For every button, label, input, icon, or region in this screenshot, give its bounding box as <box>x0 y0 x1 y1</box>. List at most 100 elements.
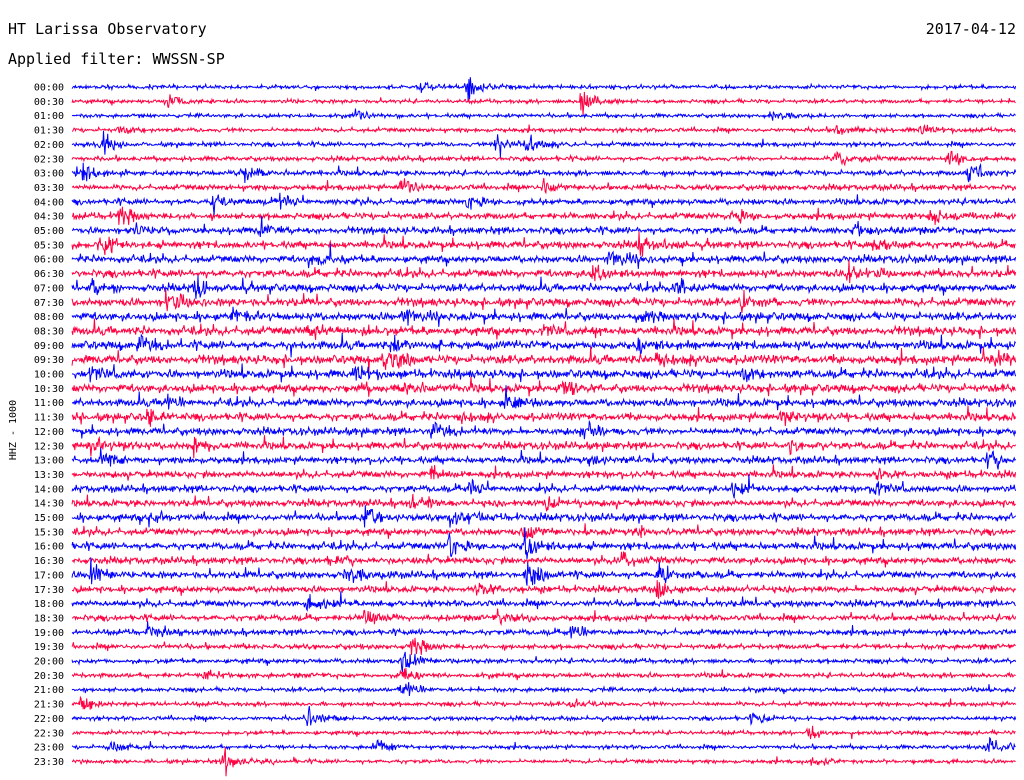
seismic-trace <box>71 668 1016 681</box>
trace-group <box>71 77 1017 777</box>
time-tick-label: 08:00 <box>34 312 64 323</box>
time-tick-label: 08:30 <box>34 326 64 337</box>
time-tick-label: 22:00 <box>34 714 64 725</box>
seismic-trace <box>72 608 1017 627</box>
seismic-trace <box>71 275 1017 299</box>
time-tick-label: 20:30 <box>34 671 64 682</box>
y-axis-label: HHZ - 1000 <box>8 400 19 460</box>
time-tick-label: 10:00 <box>34 370 64 381</box>
seismic-trace <box>71 651 1017 673</box>
time-tick-label: 01:00 <box>34 111 64 122</box>
time-tick-label: 17:00 <box>34 570 64 581</box>
seismic-trace <box>71 332 1017 358</box>
seismic-trace <box>71 346 1017 373</box>
time-tick-label: 10:30 <box>34 384 64 395</box>
seismic-trace <box>71 736 1016 753</box>
time-tick-label: 07:30 <box>34 298 64 309</box>
time-tick-label: 12:30 <box>34 441 64 452</box>
seismic-trace <box>71 162 1017 184</box>
seismic-trace <box>71 725 1016 740</box>
time-tick-label: 13:30 <box>34 470 64 481</box>
time-tick-label: 11:00 <box>34 398 64 409</box>
seismic-trace <box>71 363 1017 383</box>
seismic-trace <box>71 591 1016 612</box>
time-tick-label: 14:30 <box>34 499 64 510</box>
time-tick-label: 18:00 <box>34 599 64 610</box>
seismic-trace <box>71 435 1017 459</box>
time-tick-label: 23:00 <box>34 743 64 754</box>
time-tick-label: 06:30 <box>34 269 64 280</box>
time-tick-label: 02:00 <box>34 140 64 151</box>
time-tick-label: 01:30 <box>34 126 64 137</box>
seismic-trace <box>71 77 1017 103</box>
seismic-trace <box>71 385 1017 411</box>
seismic-trace <box>71 447 1017 470</box>
time-tick-label: 13:00 <box>34 456 64 467</box>
time-tick-label: 17:30 <box>34 585 64 596</box>
seismic-trace <box>71 260 1017 284</box>
time-tick-label: 09:00 <box>34 341 64 352</box>
seismic-trace <box>71 695 1017 710</box>
seismic-trace <box>71 523 1016 540</box>
seismic-trace <box>71 405 1017 427</box>
seismic-trace <box>71 527 1017 560</box>
time-tick-label: 03:00 <box>34 169 64 180</box>
seismic-trace <box>71 621 1017 639</box>
tick-label-group: 00:00 00:30 01:00 01:30 02:00 02:30 03:00 03:30… <box>34 83 64 768</box>
seismic-trace <box>71 150 1017 167</box>
record-date: 2017-04-12 <box>925 20 1016 38</box>
seismic-trace <box>71 551 1016 568</box>
seismic-trace <box>71 177 1017 195</box>
seismic-trace <box>71 306 1017 327</box>
time-tick-label: 21:00 <box>34 685 64 696</box>
time-tick-label: 16:30 <box>34 556 64 567</box>
seismic-trace <box>71 130 1016 158</box>
seismic-trace <box>71 376 1016 397</box>
time-tick-label: 15:00 <box>34 513 64 524</box>
seismic-trace <box>71 216 1016 237</box>
time-tick-label: 21:30 <box>34 700 64 711</box>
time-tick-label: 07:00 <box>34 283 64 294</box>
time-tick-label: 09:30 <box>34 355 64 366</box>
seismic-trace <box>71 123 1016 135</box>
time-tick-label: 15:30 <box>34 527 64 538</box>
seismic-trace <box>71 706 1017 726</box>
time-tick-label: 20:00 <box>34 657 64 668</box>
seismic-trace <box>71 108 1016 121</box>
time-tick-label: 06:00 <box>34 255 64 266</box>
seismic-trace <box>71 318 1017 340</box>
seismic-trace <box>71 580 1017 599</box>
seismic-trace <box>71 557 1017 586</box>
time-tick-label: 00:30 <box>34 97 64 108</box>
seismic-trace <box>71 464 1017 481</box>
time-tick-label: 02:30 <box>34 154 64 165</box>
time-tick-label: 14:00 <box>34 484 64 495</box>
seismic-trace <box>71 91 1016 116</box>
time-tick-label: 19:30 <box>34 642 64 653</box>
time-tick-label: 04:00 <box>34 197 64 208</box>
time-tick-label: 19:00 <box>34 628 64 639</box>
seismic-trace <box>71 206 1017 225</box>
station-title: HT Larissa Observatory <box>8 20 207 38</box>
time-tick-label: 00:00 <box>34 83 64 94</box>
time-tick-label: 04:30 <box>34 212 64 223</box>
seismic-trace <box>71 474 1017 499</box>
seismic-trace <box>71 419 1017 440</box>
seismic-trace <box>71 505 1017 528</box>
time-tick-label: 05:30 <box>34 240 64 251</box>
time-tick-label: 12:00 <box>34 427 64 438</box>
seismic-trace <box>71 288 1016 314</box>
filter-label: Applied filter: WWSSN-SP <box>8 50 225 68</box>
seismic-trace <box>71 231 1016 257</box>
seismic-trace <box>71 493 1016 512</box>
time-tick-label: 03:30 <box>34 183 64 194</box>
time-tick-label: 23:30 <box>34 757 64 768</box>
seismic-trace <box>71 243 1017 269</box>
time-tick-label: 16:00 <box>34 542 64 553</box>
seismic-trace <box>71 747 1016 777</box>
time-tick-label: 05:00 <box>34 226 64 237</box>
seismic-trace <box>71 637 1016 656</box>
time-tick-label: 22:30 <box>34 728 64 739</box>
time-tick-label: 11:30 <box>34 413 64 424</box>
